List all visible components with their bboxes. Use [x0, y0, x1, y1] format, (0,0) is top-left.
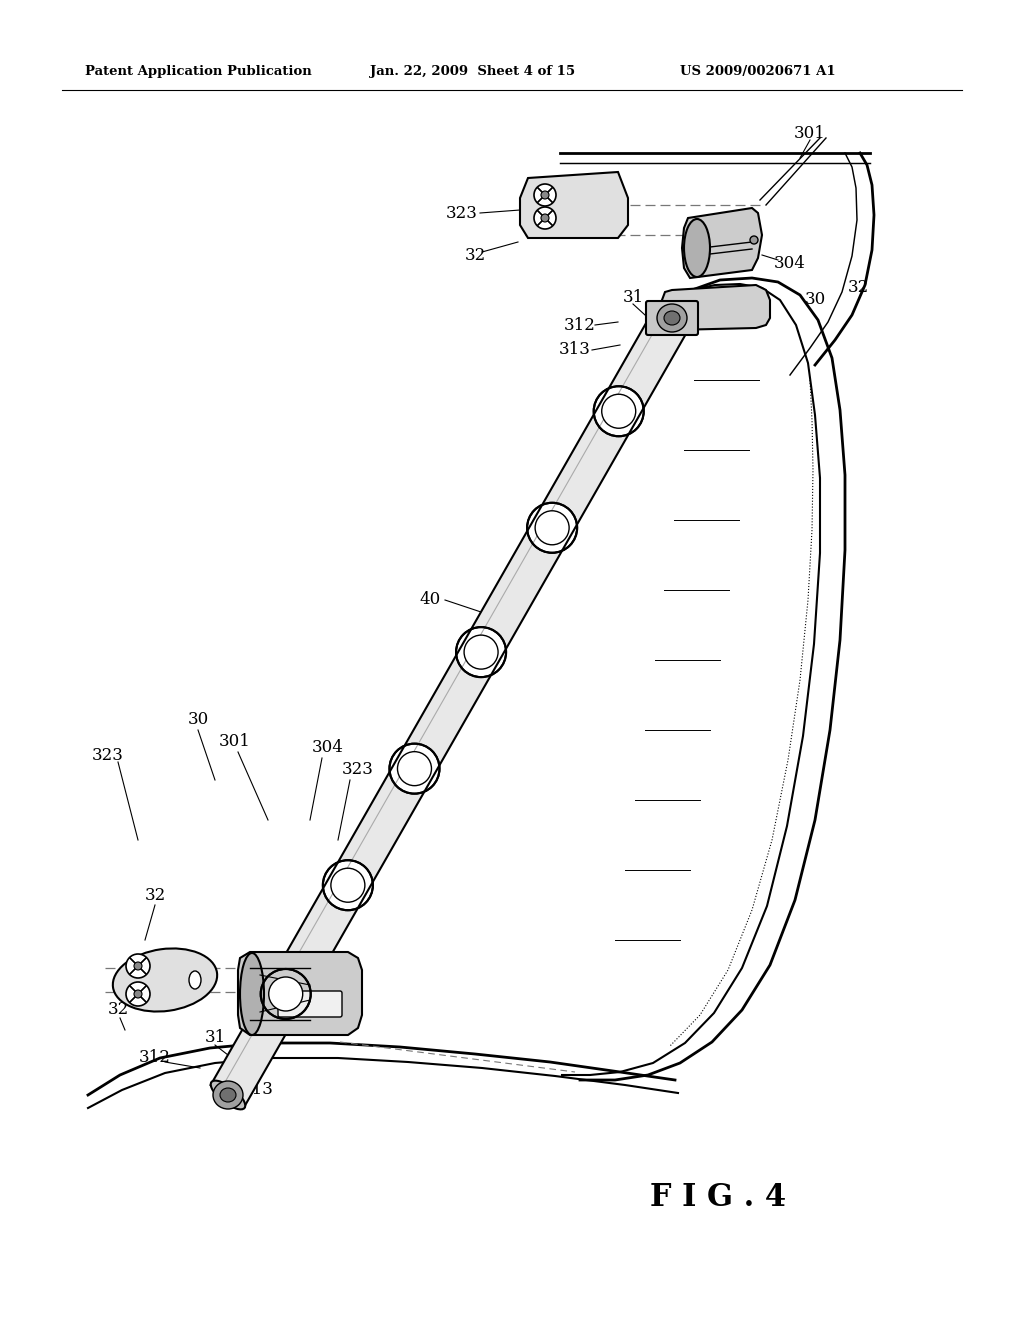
Polygon shape [211, 308, 689, 1105]
Text: 312: 312 [139, 1049, 171, 1067]
Circle shape [534, 183, 556, 206]
Polygon shape [662, 285, 770, 330]
Ellipse shape [220, 1088, 236, 1102]
Text: 323: 323 [342, 762, 374, 779]
Circle shape [134, 990, 142, 998]
Text: 30: 30 [187, 711, 209, 729]
Text: 313: 313 [559, 342, 591, 359]
Circle shape [534, 207, 556, 228]
Text: 32: 32 [108, 1002, 129, 1019]
Text: 323: 323 [92, 747, 124, 763]
Ellipse shape [664, 312, 680, 325]
Text: 301: 301 [219, 734, 251, 751]
Ellipse shape [602, 395, 636, 428]
Text: 32: 32 [464, 247, 485, 264]
Text: 31: 31 [623, 289, 644, 306]
Ellipse shape [464, 635, 498, 669]
Ellipse shape [240, 953, 264, 1035]
Text: 31: 31 [205, 1030, 225, 1047]
Text: 301: 301 [794, 124, 826, 141]
Polygon shape [520, 172, 628, 238]
Ellipse shape [261, 969, 310, 1019]
Circle shape [126, 954, 150, 978]
Ellipse shape [113, 949, 217, 1011]
Text: 30: 30 [805, 292, 825, 309]
Ellipse shape [211, 1081, 246, 1109]
Circle shape [750, 236, 758, 244]
Ellipse shape [189, 972, 201, 989]
Text: 32: 32 [848, 280, 868, 297]
Circle shape [126, 982, 150, 1006]
Ellipse shape [331, 869, 365, 902]
Ellipse shape [323, 861, 373, 911]
Ellipse shape [527, 503, 578, 553]
Text: Patent Application Publication: Patent Application Publication [85, 66, 311, 78]
Text: 304: 304 [312, 739, 344, 756]
Ellipse shape [389, 743, 439, 793]
Ellipse shape [657, 304, 687, 333]
Text: 323: 323 [446, 205, 478, 222]
Text: US 2009/0020671 A1: US 2009/0020671 A1 [680, 66, 836, 78]
Text: 313: 313 [242, 1081, 274, 1098]
Ellipse shape [213, 1081, 243, 1109]
Polygon shape [682, 209, 762, 279]
Circle shape [541, 191, 549, 199]
Text: 40: 40 [420, 591, 440, 609]
Ellipse shape [268, 977, 303, 1011]
Text: Jan. 22, 2009  Sheet 4 of 15: Jan. 22, 2009 Sheet 4 of 15 [370, 66, 575, 78]
Ellipse shape [397, 751, 431, 785]
Ellipse shape [456, 627, 506, 677]
FancyBboxPatch shape [646, 301, 698, 335]
Ellipse shape [684, 219, 710, 277]
Circle shape [541, 214, 549, 222]
Text: 304: 304 [774, 255, 806, 272]
Ellipse shape [536, 511, 569, 545]
Text: 32: 32 [144, 887, 166, 903]
Ellipse shape [594, 387, 644, 436]
Text: F I G . 4: F I G . 4 [650, 1183, 786, 1213]
Polygon shape [238, 952, 362, 1035]
Circle shape [134, 962, 142, 970]
Ellipse shape [654, 304, 689, 333]
Text: 312: 312 [564, 317, 596, 334]
FancyBboxPatch shape [278, 991, 342, 1016]
